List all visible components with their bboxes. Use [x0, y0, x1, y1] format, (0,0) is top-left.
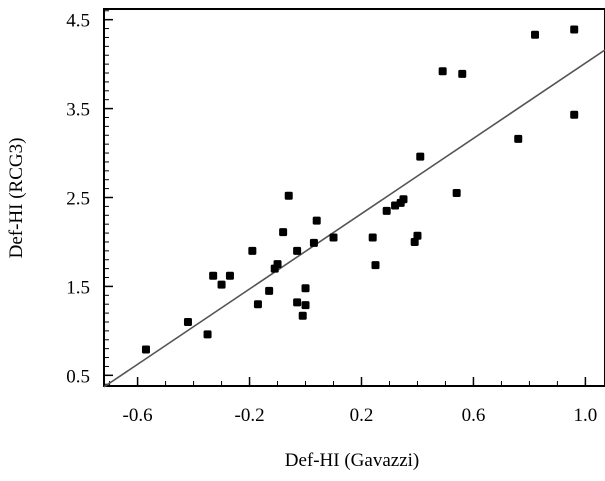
- data-point: [209, 271, 218, 280]
- data-point: [413, 231, 422, 240]
- y-tick-labels: 0.5 1.5 2.5 3.5 4.5: [66, 11, 90, 388]
- data-points: [141, 25, 579, 354]
- data-point: [273, 260, 282, 269]
- data-point: [410, 237, 419, 246]
- minor-ticks: [104, 10, 586, 386]
- data-point: [312, 216, 321, 225]
- data-point: [416, 152, 425, 161]
- y-tick-label: 3.5: [66, 100, 90, 121]
- data-point: [301, 301, 310, 310]
- y-axis-title: Def-HI (RCG3): [6, 138, 27, 259]
- data-point: [458, 69, 467, 78]
- data-point: [329, 233, 338, 242]
- x-tick-label: -0.6: [123, 405, 153, 426]
- fit-line: [103, 49, 605, 388]
- data-point: [253, 300, 262, 309]
- data-point: [248, 246, 257, 255]
- data-point: [279, 228, 288, 237]
- data-point: [293, 246, 302, 255]
- x-tick-label: -0.2: [235, 405, 265, 426]
- data-point: [225, 271, 234, 280]
- x-tick-label: 1.0: [574, 405, 598, 426]
- data-point: [183, 317, 192, 326]
- data-point: [570, 110, 579, 119]
- data-point: [217, 280, 226, 289]
- data-point: [141, 345, 150, 354]
- data-point: [531, 30, 540, 39]
- data-point: [203, 330, 212, 339]
- data-point: [452, 189, 461, 198]
- plot-frame: [103, 8, 605, 387]
- data-point: [309, 238, 318, 247]
- x-tick-label: 0.2: [350, 405, 374, 426]
- data-point: [284, 191, 293, 200]
- y-tick-label: 0.5: [66, 366, 90, 387]
- data-point: [514, 134, 523, 143]
- data-point: [382, 206, 391, 215]
- data-point: [301, 284, 310, 293]
- y-tick-label: 4.5: [66, 11, 90, 32]
- data-point: [298, 311, 307, 320]
- x-axis-title: Def-HI (Gavazzi): [285, 450, 420, 471]
- data-point: [293, 298, 302, 307]
- y-tick-label: 1.5: [66, 277, 90, 298]
- x-tick-labels: -0.6 -0.2 0.2 0.6 1.0: [123, 405, 598, 426]
- data-point: [371, 261, 380, 270]
- major-ticks: [104, 18, 587, 386]
- data-point: [570, 25, 579, 34]
- y-tick-label: 2.5: [66, 189, 90, 210]
- data-point: [438, 67, 447, 76]
- data-point: [399, 195, 408, 204]
- data-point: [265, 286, 274, 295]
- data-point: [368, 233, 377, 242]
- x-tick-label: 0.6: [462, 405, 486, 426]
